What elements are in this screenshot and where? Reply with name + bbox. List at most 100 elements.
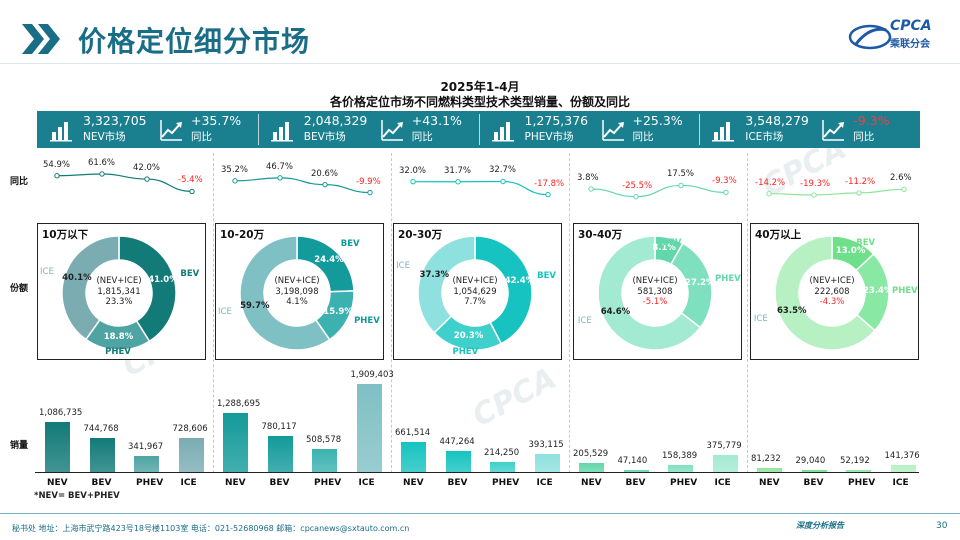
kpi-separator bbox=[257, 114, 259, 145]
donut-category-label: BEV bbox=[856, 238, 876, 248]
trend-up-icon bbox=[381, 120, 403, 141]
sales-category-label: ICE bbox=[714, 478, 731, 488]
yoy-point bbox=[633, 193, 639, 200]
yoy-point bbox=[811, 192, 817, 198]
yoy-label: -17.8% bbox=[534, 178, 565, 189]
donut-center-text: (NEV+ICE) 222,608 -4.3% bbox=[802, 276, 862, 308]
donut-percent-label: 63.5% bbox=[777, 305, 807, 316]
sales-bar-phev bbox=[134, 456, 159, 472]
donut-center-line: 222,608 bbox=[814, 286, 850, 297]
cpca-logo-icon bbox=[848, 24, 892, 50]
yoy-point bbox=[678, 182, 684, 189]
sales-bar-phev bbox=[490, 462, 515, 472]
sales-bar-ice bbox=[890, 465, 916, 472]
sales-bar-ice bbox=[712, 454, 738, 472]
sales-bar-ice bbox=[178, 438, 204, 472]
page-title: 价格定位细分市场 bbox=[78, 25, 311, 58]
donut-category-label: BEV bbox=[537, 271, 556, 282]
donut-center-line: (NEV+ICE) bbox=[452, 276, 498, 286]
bar-chart-icon bbox=[712, 122, 735, 142]
donut-category-label: BEV bbox=[662, 238, 682, 248]
yoy-line-chart bbox=[766, 186, 907, 198]
sales-bar-label: 158,389 bbox=[662, 450, 698, 461]
donut-center-line: 3,198,098 bbox=[275, 286, 319, 297]
donut-percent-label: 42.4% bbox=[504, 276, 535, 287]
kpi-label: BEV市场 bbox=[303, 131, 346, 143]
segment-divider bbox=[213, 153, 214, 473]
donut-center-text: (NEV+ICE) 1,054,629 7.7% bbox=[445, 276, 505, 308]
sales-bar-nev bbox=[45, 421, 70, 472]
sales-category-label: PHEV bbox=[670, 478, 698, 488]
sales-category-label: BEV bbox=[625, 478, 646, 488]
donut-slice-ice bbox=[239, 235, 331, 351]
donut-percent-label: 64.6% bbox=[600, 307, 631, 317]
sales-bar-bev bbox=[89, 437, 115, 472]
footer-report-label: 深度分析报告 bbox=[796, 521, 844, 530]
sales-bar-label: 341,967 bbox=[128, 442, 164, 453]
yoy-line bbox=[590, 184, 727, 198]
footnote: *NEV= BEV+PHEV bbox=[34, 491, 120, 501]
yoy-point bbox=[588, 186, 594, 192]
yoy-label: 32.0% bbox=[399, 165, 427, 176]
donut-center-line: -5.1% bbox=[642, 297, 668, 307]
sales-bar-phev bbox=[846, 469, 871, 472]
chart-title-line2: 各价格定位市场不同燃料类型技术类型销量、份额及同比 bbox=[329, 95, 630, 109]
kpi-item: 1,275,376 PHEV市场 +25.3% 同比 bbox=[478, 111, 700, 148]
yoy-point bbox=[99, 171, 105, 177]
donut-category-label: PHEV bbox=[354, 316, 380, 327]
sales-bar-label: 375,779 bbox=[706, 440, 742, 451]
segment-divider bbox=[569, 153, 570, 473]
donut-percent-label: 8.1% bbox=[652, 243, 676, 254]
donut-chart bbox=[774, 235, 890, 351]
share-panel: 30-40万 8.1% BEV 27.2% PHEV 64.6% ICE (NEV+ICE) 5… bbox=[573, 223, 742, 360]
footer-divider bbox=[0, 513, 960, 514]
sales-bar-label: 81,232 bbox=[751, 454, 781, 465]
donut-chart bbox=[61, 235, 177, 351]
sales-category-label: ICE bbox=[892, 478, 909, 488]
page-number: 30 bbox=[936, 521, 948, 531]
sales-bar-bev bbox=[267, 436, 293, 472]
sales-category-label: PHEV bbox=[492, 478, 520, 488]
sales-bar-nev bbox=[401, 441, 426, 472]
yoy-label: 20.6% bbox=[311, 168, 339, 179]
donut-chart bbox=[417, 235, 533, 351]
kpi-value: 3,548,279 bbox=[745, 113, 809, 128]
sales-bar-label: 52,192 bbox=[840, 455, 870, 466]
kpi-yoy-label: 同比 bbox=[632, 131, 654, 143]
donut-center-line: 7.7% bbox=[464, 297, 486, 307]
kpi-value: 2,048,329 bbox=[303, 113, 368, 128]
logo-text: CPCA bbox=[890, 18, 932, 34]
yoy-point bbox=[144, 176, 150, 182]
yoy-label: -25.5% bbox=[622, 180, 653, 191]
kpi-yoy-label: 同比 bbox=[853, 131, 875, 143]
footer-address: 秘书处 地址：上海市武宁路423号18号楼1103室 电话：021-526809… bbox=[12, 524, 410, 533]
donut-center-line: 23.3% bbox=[105, 297, 133, 307]
bar-chart-icon bbox=[270, 122, 293, 142]
sales-bar-ice bbox=[356, 384, 382, 472]
donut-chart bbox=[239, 235, 355, 351]
yoy-point bbox=[545, 191, 551, 198]
sales-bar-phev bbox=[312, 448, 337, 472]
sales-bar-label: 508,578 bbox=[306, 434, 342, 445]
donut-percent-label: 41.0% bbox=[148, 274, 178, 285]
donut-center-line: -4.3% bbox=[819, 297, 845, 307]
segment-divider bbox=[391, 153, 392, 473]
panel-title: 30-40万 bbox=[578, 229, 623, 241]
kpi-yoy-value: +43.1% bbox=[411, 113, 462, 128]
donut-center-line: (NEV+ICE) bbox=[632, 276, 678, 286]
donut-slice-ice bbox=[774, 235, 876, 351]
yoy-label: 46.7% bbox=[266, 161, 294, 172]
yoy-label: -9.3% bbox=[712, 176, 737, 187]
yoy-line bbox=[234, 177, 371, 194]
yoy-point bbox=[232, 178, 238, 184]
yoy-point bbox=[766, 190, 772, 197]
yoy-label: 42.0% bbox=[133, 163, 161, 174]
sales-bar-phev bbox=[668, 464, 693, 472]
yoy-label: 2.6% bbox=[890, 173, 912, 184]
sales-bar-label: 1,909,403 bbox=[350, 370, 394, 380]
donut-slice-ice bbox=[597, 235, 702, 351]
donut-percent-label: 23.4% bbox=[862, 286, 893, 297]
kpi-label: ICE市场 bbox=[745, 131, 784, 143]
kpi-separator bbox=[699, 114, 701, 145]
yoy-line bbox=[412, 180, 549, 196]
